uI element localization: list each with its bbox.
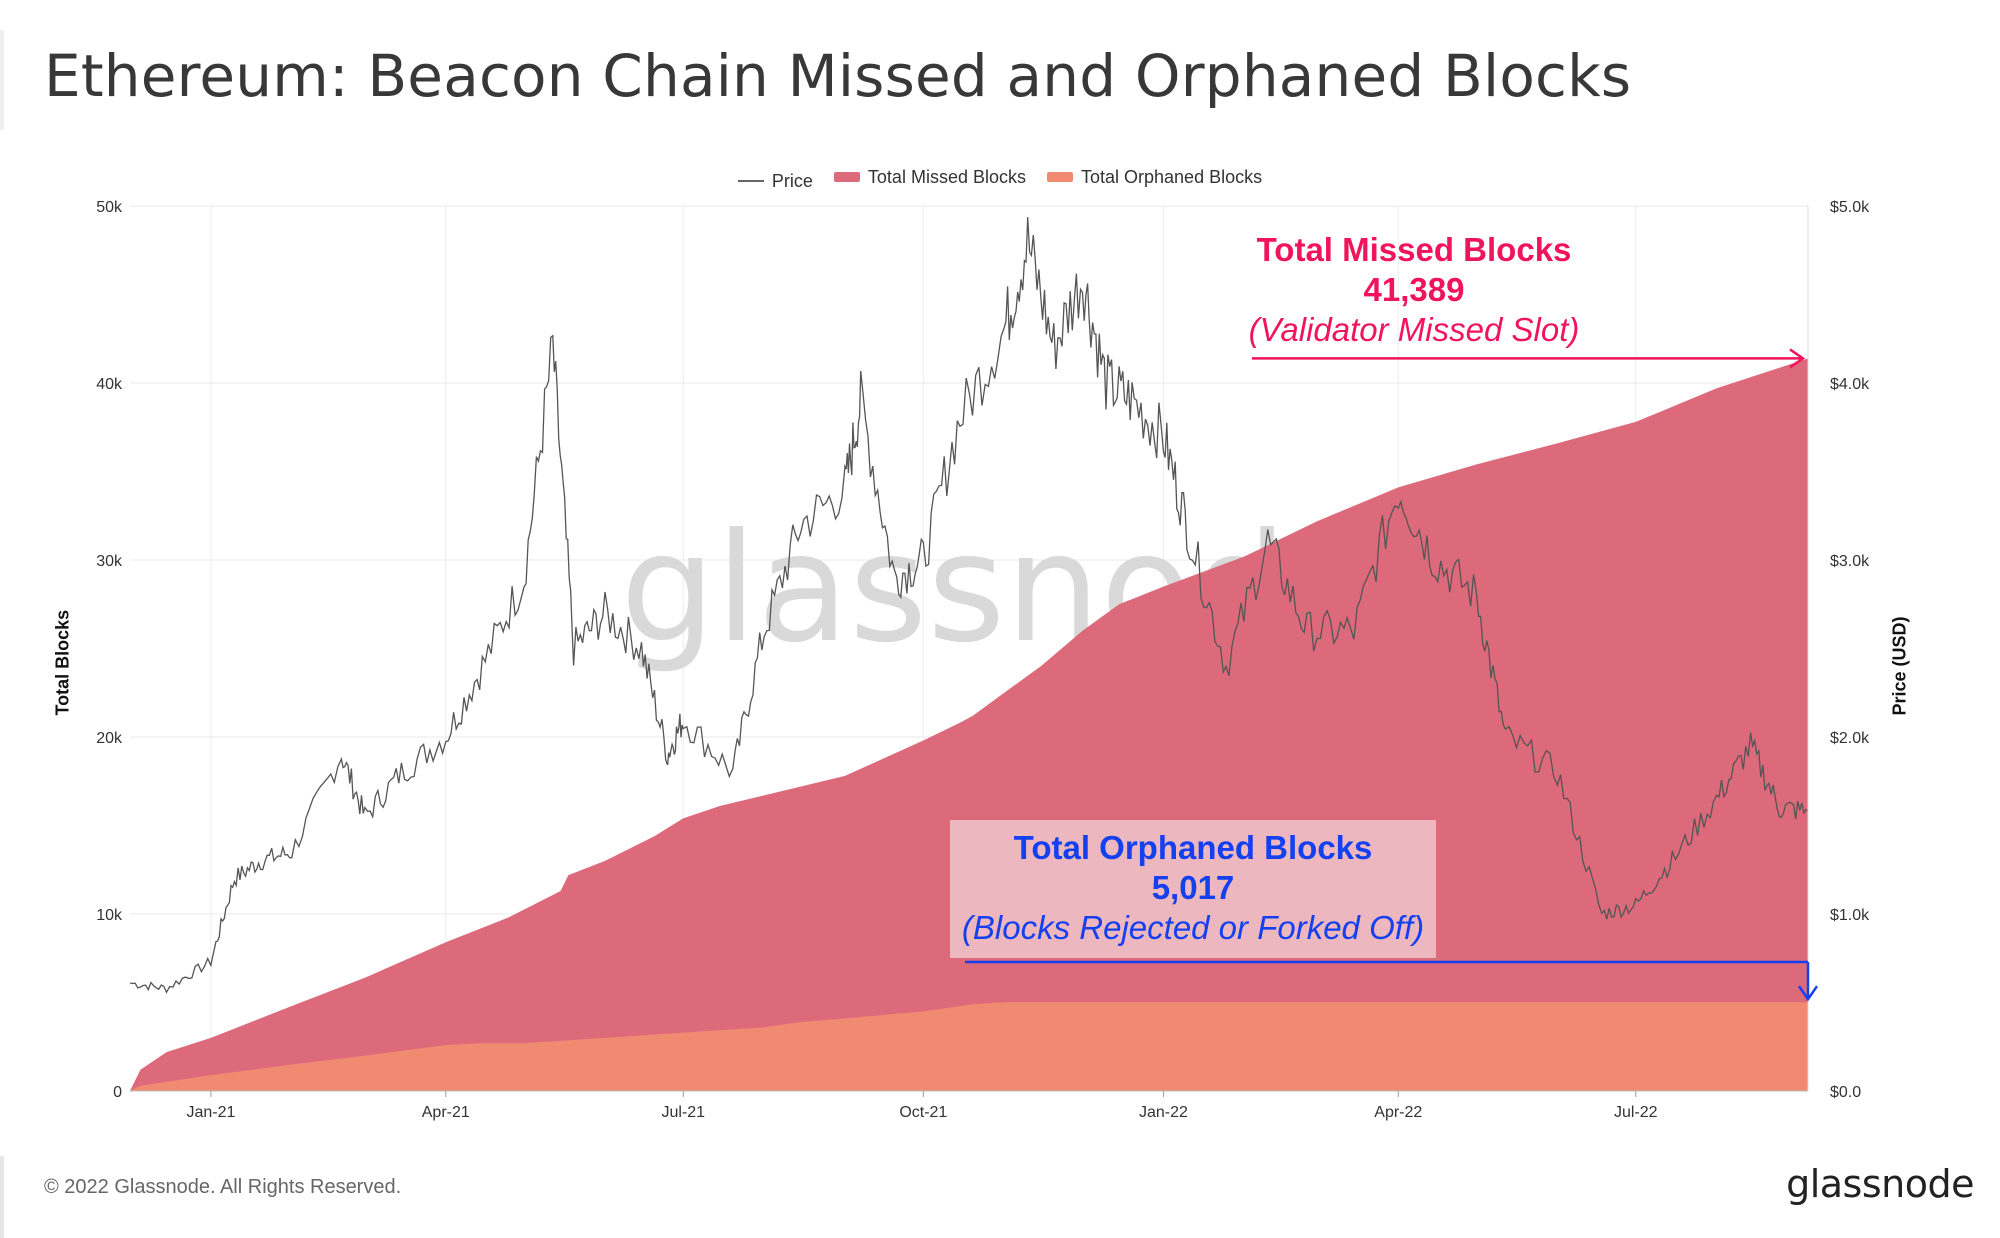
y-tick-label-right: $0.0 bbox=[1830, 1084, 1861, 1101]
legend-item-missed[interactable]: Total Missed Blocks bbox=[833, 166, 1026, 188]
left-rail bbox=[0, 30, 4, 130]
orphaned-area-swatch-icon bbox=[1047, 172, 1073, 182]
x-tick-label: Apr-22 bbox=[1374, 1104, 1422, 1121]
y-axis-label-right: Price (USD) bbox=[1889, 616, 1910, 716]
missed-annotation: Total Missed Blocks 41,389 (Validator Mi… bbox=[1224, 230, 1604, 350]
y-tick-label-left: 30k bbox=[96, 553, 123, 570]
missed-area-swatch-icon bbox=[833, 172, 860, 182]
orphaned-annotation-value: 5,017 bbox=[1151, 869, 1235, 906]
x-tick-label: Oct-21 bbox=[899, 1104, 947, 1121]
y-tick-label-right: $2.0k bbox=[1830, 730, 1870, 747]
x-tick-label: Jan-22 bbox=[1139, 1104, 1188, 1121]
missed-annotation-value: 41,389 bbox=[1363, 271, 1465, 308]
orphaned-annotation-title: Total Orphaned Blocks bbox=[1013, 829, 1373, 866]
y-tick-label-right: $5.0k bbox=[1830, 199, 1870, 216]
legend-item-price[interactable]: Price bbox=[737, 170, 813, 192]
orphaned-blocks-area bbox=[130, 1002, 1808, 1091]
y-tick-label-left: 10k bbox=[96, 907, 123, 924]
legend-label-missed: Total Missed Blocks bbox=[867, 166, 1026, 187]
chart-legend: Price Total Missed Blocks Total Orphaned… bbox=[0, 166, 2000, 192]
x-tick-label: Jul-21 bbox=[661, 1104, 705, 1121]
legend-label-price: Price bbox=[771, 170, 813, 191]
legend-label-orphaned: Total Orphaned Blocks bbox=[1081, 166, 1263, 187]
x-tick-label: Jan-21 bbox=[186, 1104, 235, 1121]
annotation-arrows bbox=[965, 348, 1819, 1002]
orphaned-annotation: Total Orphaned Blocks 5,017 (Blocks Reje… bbox=[920, 828, 1466, 948]
y-tick-label-left: 40k bbox=[96, 376, 123, 393]
y-axis-label-left: Total Blocks bbox=[52, 609, 73, 716]
y-tick-label-left: 0 bbox=[113, 1084, 122, 1101]
missed-annotation-subtitle: (Validator Missed Slot) bbox=[1248, 311, 1580, 348]
missed-blocks-area bbox=[130, 358, 1808, 1091]
missed-arrow-head-icon bbox=[1789, 348, 1806, 369]
legend-item-orphaned[interactable]: Total Orphaned Blocks bbox=[1047, 167, 1262, 188]
missed-annotation-title: Total Missed Blocks bbox=[1256, 231, 1572, 268]
axes: 0 $0.0 10k $1.0k 20k $2.0k 30k $3.0k 40k $4.0k 50k… bbox=[96, 199, 1870, 1121]
copyright-footer: © 2022 Glassnode. All Rights Reserved. bbox=[44, 1176, 402, 1198]
y-tick-label-right: $3.0k bbox=[1830, 553, 1870, 570]
y-tick-label-right: $4.0k bbox=[1830, 376, 1870, 393]
orphaned-arrow-head-icon bbox=[1797, 985, 1819, 1002]
price-line-swatch-icon bbox=[737, 180, 764, 182]
area-series bbox=[130, 358, 1808, 1091]
y-tick-label-left: 50k bbox=[96, 199, 123, 216]
x-tick-label: Apr-21 bbox=[422, 1104, 470, 1121]
orphaned-annotation-subtitle: (Blocks Rejected or Forked Off) bbox=[961, 909, 1425, 946]
glassnode-logo[interactable]: glassnode bbox=[1786, 1162, 1974, 1206]
price-line bbox=[129, 217, 1809, 994]
y-tick-label-right: $1.0k bbox=[1830, 907, 1870, 924]
y-tick-label-left: 20k bbox=[96, 730, 123, 747]
orphaned-annotation-background bbox=[950, 820, 1436, 958]
page-title: Ethereum: Beacon Chain Missed and Orphan… bbox=[44, 42, 1632, 110]
price-series bbox=[129, 217, 1809, 994]
x-tick-label: Jul-22 bbox=[1614, 1104, 1658, 1121]
footer-rail bbox=[0, 1156, 4, 1238]
